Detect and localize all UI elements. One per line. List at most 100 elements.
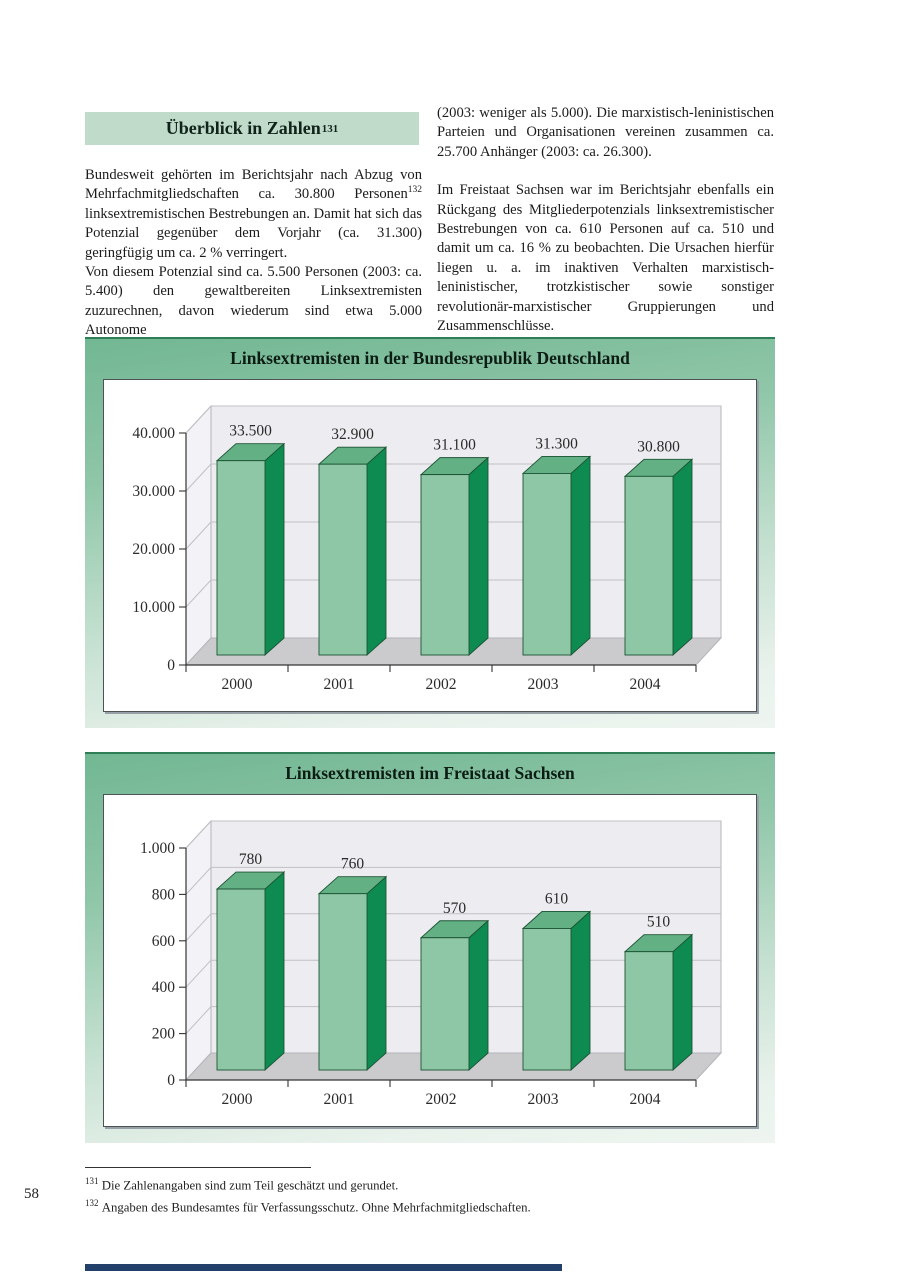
bar-2000 bbox=[215, 871, 286, 1072]
gridline-side bbox=[185, 463, 212, 492]
section-title: Überblick in Zahlen bbox=[165, 118, 321, 138]
text-column-right: (2003: weniger als 5.000). Die marxistis… bbox=[437, 104, 774, 336]
bar-2004 bbox=[623, 458, 694, 657]
y-tick-label: 30.000 bbox=[132, 483, 175, 500]
bar-side-face bbox=[468, 919, 489, 1072]
y-tick-label: 20.000 bbox=[132, 541, 175, 558]
footnote: 131 Die Zahlenangaben sind zum Teil gesc… bbox=[85, 1173, 685, 1195]
gridline-side bbox=[185, 867, 212, 895]
bar-2001 bbox=[317, 875, 388, 1072]
bar-side-face bbox=[366, 875, 387, 1072]
bar-side-face bbox=[366, 446, 387, 657]
y-tick-label: 800 bbox=[152, 886, 176, 903]
y-tick-label: 10.000 bbox=[132, 599, 175, 616]
bar-side-face bbox=[570, 455, 591, 657]
section-header: Überblick in Zahlen 131 bbox=[85, 112, 419, 145]
bar-2004 bbox=[623, 933, 694, 1072]
x-category-label: 2002 bbox=[426, 676, 457, 693]
chart-title: Linksextremisten im Freistaat Sachsen bbox=[285, 763, 575, 783]
paragraph-text: linksextremistischen Bestrebungen an. Da… bbox=[85, 205, 422, 261]
bar-side-face bbox=[264, 871, 285, 1072]
x-category-label: 2001 bbox=[324, 676, 355, 693]
paragraph-text: Bundesweit gehörten im Berichtsjahr nach… bbox=[85, 167, 422, 203]
bar-2001 bbox=[317, 446, 388, 657]
gridline-side bbox=[185, 913, 212, 942]
chart-panel-germany: Linksextremisten in der Bundesrepublik D… bbox=[85, 337, 775, 728]
bar-2003 bbox=[521, 910, 592, 1072]
x-category-label: 2003 bbox=[528, 676, 559, 693]
page-number: 58 bbox=[24, 1186, 39, 1202]
footnote-divider bbox=[85, 1167, 311, 1168]
bar-front-face bbox=[216, 888, 266, 1071]
bar-front-face bbox=[624, 951, 674, 1071]
bar-front-face bbox=[624, 475, 674, 656]
paragraph: Bundesweit gehörten im Berichtsjahr nach… bbox=[85, 166, 422, 263]
bar-chart-sachsen: 780 760 570 610 510 0 200 400 600 800 1.000 2000 200… bbox=[140, 819, 723, 1108]
bar-front-face bbox=[420, 474, 470, 656]
y-tick-label: 40.000 bbox=[132, 425, 175, 442]
bar-value-label: 31.100 bbox=[433, 437, 476, 454]
bar-value-label: 32.900 bbox=[331, 426, 374, 443]
bar-2003 bbox=[521, 455, 592, 657]
x-category-label: 2004 bbox=[630, 1091, 661, 1108]
paragraph: Im Freistaat Sachsen war im Berichtsjahr… bbox=[437, 182, 774, 335]
bar-value-label: 570 bbox=[443, 900, 467, 917]
bar-2000 bbox=[215, 442, 286, 657]
y-tick-label: 0 bbox=[167, 1072, 175, 1089]
gridline-side bbox=[185, 820, 212, 849]
bar-2002 bbox=[419, 456, 490, 657]
left-wall bbox=[185, 819, 212, 1082]
x-category-label: 2003 bbox=[528, 1091, 559, 1108]
y-tick-label: 400 bbox=[152, 979, 176, 996]
footer-bar bbox=[85, 1264, 562, 1271]
x-category-label: 2000 bbox=[222, 676, 253, 693]
bar-value-label: 31.300 bbox=[535, 435, 578, 452]
bar-2002 bbox=[419, 919, 490, 1072]
footnote-text: Die Zahlenangaben sind zum Teil geschätz… bbox=[101, 1178, 399, 1193]
footnote: 132 Angaben des Bundesamtes für Verfassu… bbox=[85, 1195, 685, 1217]
bar-front-face bbox=[318, 463, 368, 656]
footnote-number: 132 bbox=[85, 1197, 99, 1208]
gridline-side bbox=[185, 405, 212, 434]
bar-side-face bbox=[468, 456, 489, 657]
bar-value-label: 780 bbox=[239, 851, 263, 868]
bar-front-face bbox=[420, 937, 470, 1071]
bar-value-label: 30.800 bbox=[637, 438, 680, 455]
bar-front-face bbox=[522, 473, 572, 656]
bar-value-label: 510 bbox=[647, 914, 671, 931]
bar-value-label: 760 bbox=[341, 856, 365, 873]
paragraph: Von diesem Potenzial sind ca. 5.500 Pers… bbox=[85, 264, 422, 339]
x-category-label: 2000 bbox=[222, 1091, 253, 1108]
bar-front-face bbox=[216, 460, 266, 656]
bar-value-label: 610 bbox=[545, 890, 569, 907]
y-tick-label: 200 bbox=[152, 1026, 176, 1043]
text-column-left: Bundesweit gehörten im Berichtsjahr nach… bbox=[85, 166, 422, 341]
chart-plot-area: 33.500 32.900 31.100 31.300 30.800 0 10.000 20.… bbox=[103, 379, 757, 712]
footnote-number: 131 bbox=[85, 1176, 99, 1186]
bar-value-label: 33.500 bbox=[229, 423, 272, 440]
x-category-label: 2002 bbox=[426, 1091, 457, 1108]
bar-side-face bbox=[672, 933, 693, 1072]
gridline-side bbox=[185, 579, 212, 608]
footnotes: 131 Die Zahlenangaben sind zum Teil gesc… bbox=[85, 1173, 685, 1217]
bar-side-face bbox=[672, 458, 693, 657]
bar-front-face bbox=[522, 928, 572, 1071]
footnote-ref: 132 bbox=[407, 185, 422, 196]
gridline-side bbox=[185, 959, 212, 988]
gridline-side bbox=[185, 1006, 212, 1034]
bar-front-face bbox=[318, 893, 368, 1071]
chart-title: Linksextremisten in der Bundesrepublik D… bbox=[230, 348, 630, 368]
x-category-label: 2001 bbox=[324, 1091, 355, 1108]
y-tick-label: 600 bbox=[152, 933, 176, 950]
bar-chart-germany: 33.500 32.900 31.100 31.300 30.800 0 10.000 20.… bbox=[132, 404, 723, 693]
bar-side-face bbox=[264, 442, 285, 657]
bar-side-face bbox=[570, 910, 591, 1072]
y-tick-label: 1.000 bbox=[140, 840, 175, 857]
gridline-side bbox=[185, 521, 212, 550]
chart-plot-area: 780 760 570 610 510 0 200 400 600 800 1.000 2000 200… bbox=[103, 794, 757, 1127]
section-title-footnote-ref: 131 bbox=[321, 122, 339, 135]
paragraph: (2003: weniger als 5.000). Die marxistis… bbox=[437, 105, 774, 160]
x-category-label: 2004 bbox=[630, 676, 661, 693]
y-tick-label: 0 bbox=[167, 657, 175, 674]
